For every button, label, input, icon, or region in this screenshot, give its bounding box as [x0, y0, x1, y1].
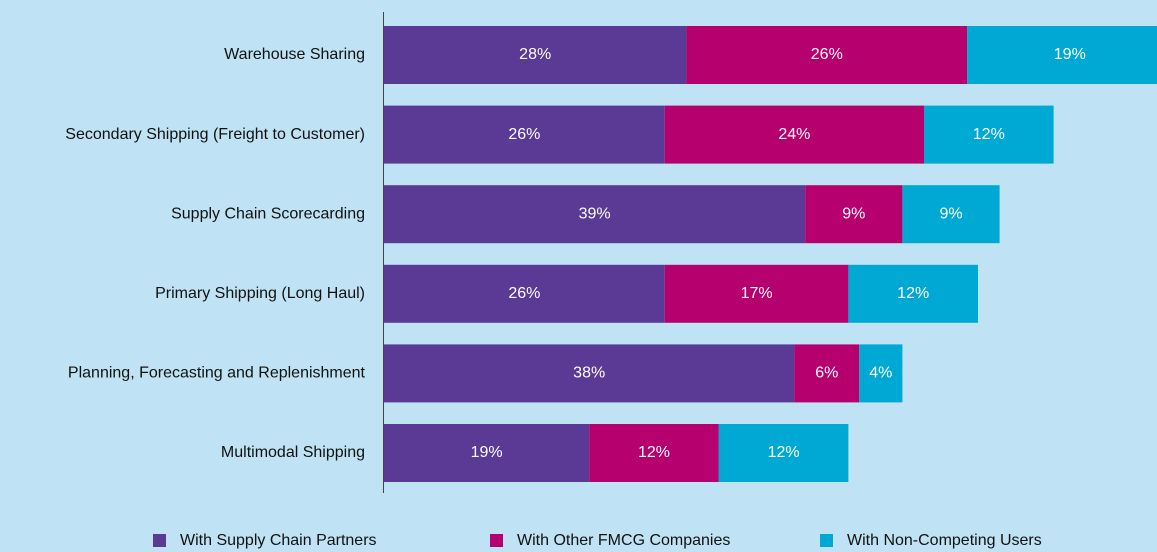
value-label: 26% [508, 126, 540, 143]
value-label: 24% [778, 126, 810, 143]
value-label: 38% [573, 365, 605, 382]
value-label: 19% [1054, 46, 1086, 63]
bar-segment [859, 344, 903, 403]
legend-swatch [490, 534, 503, 547]
bar-segment [794, 344, 860, 403]
value-label: 39% [579, 205, 611, 222]
category-label: Warehouse Sharing [224, 46, 365, 63]
bar-segment [686, 26, 968, 84]
bar-segment [924, 105, 1054, 164]
value-label: 12% [973, 126, 1005, 143]
category-label: Primary Shipping (Long Haul) [155, 285, 365, 302]
bar-segment [384, 105, 665, 164]
legend-label: With Non-Competing Users [847, 532, 1042, 549]
bar-segment [967, 26, 1157, 84]
legend-swatch [153, 534, 166, 547]
bar-segment [718, 424, 849, 482]
value-label: 12% [768, 444, 800, 461]
value-label: 26% [508, 285, 540, 302]
bar-segment [589, 424, 719, 482]
legend-label: With Other FMCG Companies [517, 532, 730, 549]
bar-segment [848, 264, 978, 323]
category-label: Planning, Forecasting and Replenishment [68, 365, 366, 382]
bar-segment [902, 185, 1000, 244]
value-label: 4% [869, 365, 892, 382]
bar-segment [805, 185, 903, 244]
value-label: 12% [897, 285, 929, 302]
value-label: 17% [741, 285, 773, 302]
bar-segment [384, 185, 806, 244]
value-label: 9% [939, 205, 962, 222]
category-label: Multimodal Shipping [221, 444, 365, 461]
value-label: 26% [811, 46, 843, 63]
legend-swatch [820, 534, 833, 547]
value-label: 12% [638, 444, 670, 461]
bar-segment [664, 264, 849, 323]
bar-segment [384, 344, 795, 403]
value-label: 9% [842, 205, 865, 222]
bar-segment [384, 264, 665, 323]
category-label: Supply Chain Scorecarding [171, 205, 365, 222]
bar-segment [664, 105, 924, 164]
value-label: 28% [519, 46, 551, 63]
bar-segment [384, 424, 590, 482]
value-label: 6% [815, 365, 838, 382]
bar-segment [384, 26, 687, 84]
value-label: 19% [471, 444, 503, 461]
category-label: Secondary Shipping (Freight to Customer) [65, 126, 365, 143]
legend-label: With Supply Chain Partners [180, 532, 377, 549]
